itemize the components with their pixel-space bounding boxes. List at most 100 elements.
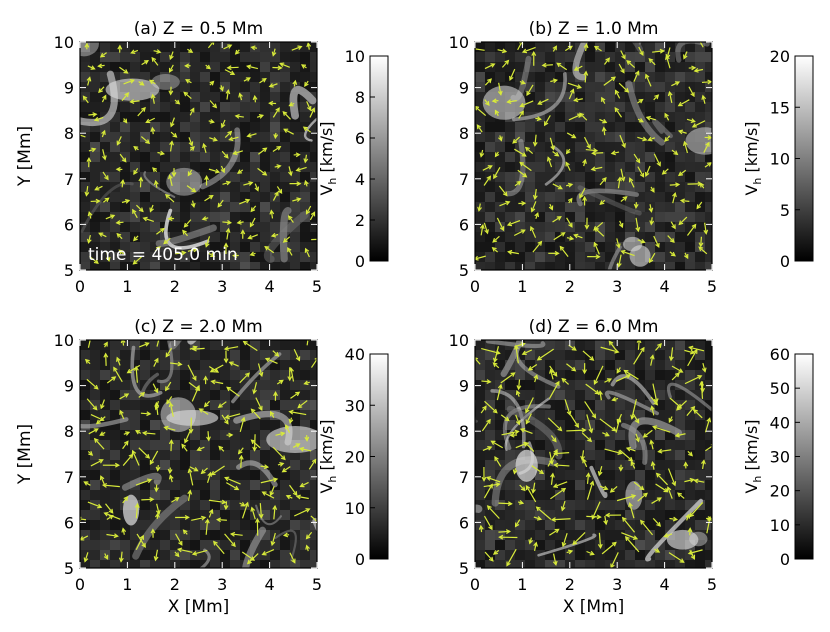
colorbar-c: 0 10 20 30 40 Vh [km/s] — [317, 345, 389, 569]
colorbar-tick-label: 2 — [355, 211, 365, 230]
heatmap-c — [80, 340, 317, 568]
x-tick-label: 0 — [75, 277, 85, 296]
x-tick-label: 4 — [660, 277, 670, 296]
plot-frame — [474, 41, 713, 271]
heatmap-d — [475, 340, 712, 568]
colorbar-tick-label: 20 — [770, 482, 790, 501]
colorbar-tick-label: 40 — [770, 413, 790, 432]
colorbar-tick-label: 40 — [345, 345, 365, 364]
y-tick-label: 7 — [459, 468, 469, 487]
colorbar-tick-label: 60 — [770, 345, 790, 364]
colorbar-label: Vh [km/s] — [317, 121, 339, 195]
velocity-vectors — [80, 42, 317, 265]
x-tick-label: 3 — [217, 277, 227, 296]
y-tick-label: 5 — [459, 559, 469, 578]
colorbar-tick-label: 0 — [780, 550, 790, 569]
y-tick-label: 5 — [459, 261, 469, 280]
y-tick-label: 10 — [54, 331, 74, 350]
y-tick-label: 10 — [449, 331, 469, 350]
x-axis-label: X [Mm] — [168, 597, 230, 617]
y-tick-label: 9 — [64, 79, 74, 98]
colorbar-tick-label: 20 — [345, 448, 365, 467]
colorbar-tick-label: 0 — [355, 550, 365, 569]
y-tick-label: 8 — [459, 124, 469, 143]
colorbar-tick-label: 10 — [770, 150, 790, 169]
x-tick-label: 1 — [122, 277, 132, 296]
time-annotation: time = 405.0 min — [88, 245, 238, 265]
colorbar-b: 0 5 10 15 20 Vh [km/s] — [742, 47, 814, 271]
panel-title: (d) Z = 6.0 Mm — [529, 317, 659, 337]
x-tick-label: 5 — [312, 277, 322, 296]
colorbar-tick-label: 10 — [770, 516, 790, 535]
y-tick-label: 8 — [64, 124, 74, 143]
plot-frame — [79, 339, 318, 569]
y-tick-label: 7 — [64, 170, 74, 189]
y-tick-label: 10 — [54, 33, 74, 52]
x-tick-label: 0 — [470, 575, 480, 594]
x-tick-label: 2 — [170, 277, 180, 296]
panel-a: (a) Z = 0.5 Mm 0 1 2 3 4 5 5 6 7 8 9 10 Y [Mm] time = … — [15, 19, 389, 296]
panel-d: (d) Z = 6.0 Mm 0 1 2 3 4 5 5 6 7 8 9 10 X [Mm] 0 10 20 30… — [449, 317, 814, 617]
x-tick-label: 2 — [565, 277, 575, 296]
x-axis-label: X [Mm] — [563, 597, 625, 617]
velocity-vectors — [475, 42, 712, 268]
y-tick-label: 5 — [64, 559, 74, 578]
y-tick-label: 10 — [449, 33, 469, 52]
colorbar-tick-label: 5 — [780, 201, 790, 220]
y-tick-label: 9 — [64, 377, 74, 396]
y-axis-label: Y [Mm] — [15, 424, 35, 485]
y-tick-label: 9 — [459, 377, 469, 396]
velocity-vectors — [475, 340, 712, 568]
colorbar-tick-label: 10 — [345, 47, 365, 66]
x-tick-label: 4 — [265, 277, 275, 296]
x-tick-label: 1 — [517, 277, 527, 296]
colorbar-tick-label: 10 — [345, 499, 365, 518]
colorbar-a: 0 2 4 6 8 10 Vh [km/s] — [317, 47, 389, 271]
colorbar-tick-label: 0 — [780, 252, 790, 271]
y-tick-label: 6 — [459, 513, 469, 532]
colorbar-tick-label: 0 — [355, 252, 365, 271]
x-tick-label: 1 — [122, 575, 132, 594]
heatmap-b — [475, 42, 712, 270]
velocity-vectors — [80, 340, 317, 565]
colorbar-label: Vh [km/s] — [742, 419, 764, 493]
x-tick-label: 3 — [217, 575, 227, 594]
panel-title: (c) Z = 2.0 Mm — [134, 317, 262, 337]
y-tick-label: 5 — [64, 261, 74, 280]
colorbar-tick-label: 15 — [770, 98, 790, 117]
y-tick-label: 6 — [459, 215, 469, 234]
colorbar-tick-label: 8 — [355, 88, 365, 107]
colorbar-label: Vh [km/s] — [317, 419, 339, 493]
colorbar-tick-label: 6 — [355, 129, 365, 148]
x-tick-label: 5 — [707, 277, 717, 296]
y-tick-label: 7 — [459, 170, 469, 189]
x-tick-label: 4 — [660, 575, 670, 594]
x-tick-label: 5 — [312, 575, 322, 594]
panel-c: (c) Z = 2.0 Mm 0 1 2 3 4 5 5 6 7 8 9 10 X [Mm] Y [Mm] 0… — [15, 317, 389, 617]
plot-frame — [79, 41, 318, 271]
x-tick-label: 0 — [470, 277, 480, 296]
x-tick-label: 3 — [612, 575, 622, 594]
colorbar-label: Vh [km/s] — [742, 121, 764, 195]
y-tick-label: 7 — [64, 468, 74, 487]
x-tick-label: 0 — [75, 575, 85, 594]
x-tick-label: 1 — [517, 575, 527, 594]
colorbar-tick-label: 20 — [770, 47, 790, 66]
colorbar-tick-label: 30 — [345, 396, 365, 415]
colorbar-d: 0 10 20 30 40 50 60 Vh [km/s] — [742, 345, 814, 569]
colorbar-tick-label: 4 — [355, 170, 365, 189]
x-tick-label: 5 — [707, 575, 717, 594]
y-axis-label: Y [Mm] — [15, 126, 35, 187]
colorbar-tick-label: 50 — [770, 379, 790, 398]
panel-title: (b) Z = 1.0 Mm — [529, 19, 659, 39]
x-tick-label: 2 — [565, 575, 575, 594]
y-tick-label: 9 — [459, 79, 469, 98]
x-tick-label: 3 — [612, 277, 622, 296]
plot-frame — [474, 339, 713, 569]
panel-title: (a) Z = 0.5 Mm — [134, 19, 263, 39]
y-tick-label: 8 — [64, 422, 74, 441]
y-tick-label: 8 — [459, 422, 469, 441]
y-tick-label: 6 — [64, 215, 74, 234]
